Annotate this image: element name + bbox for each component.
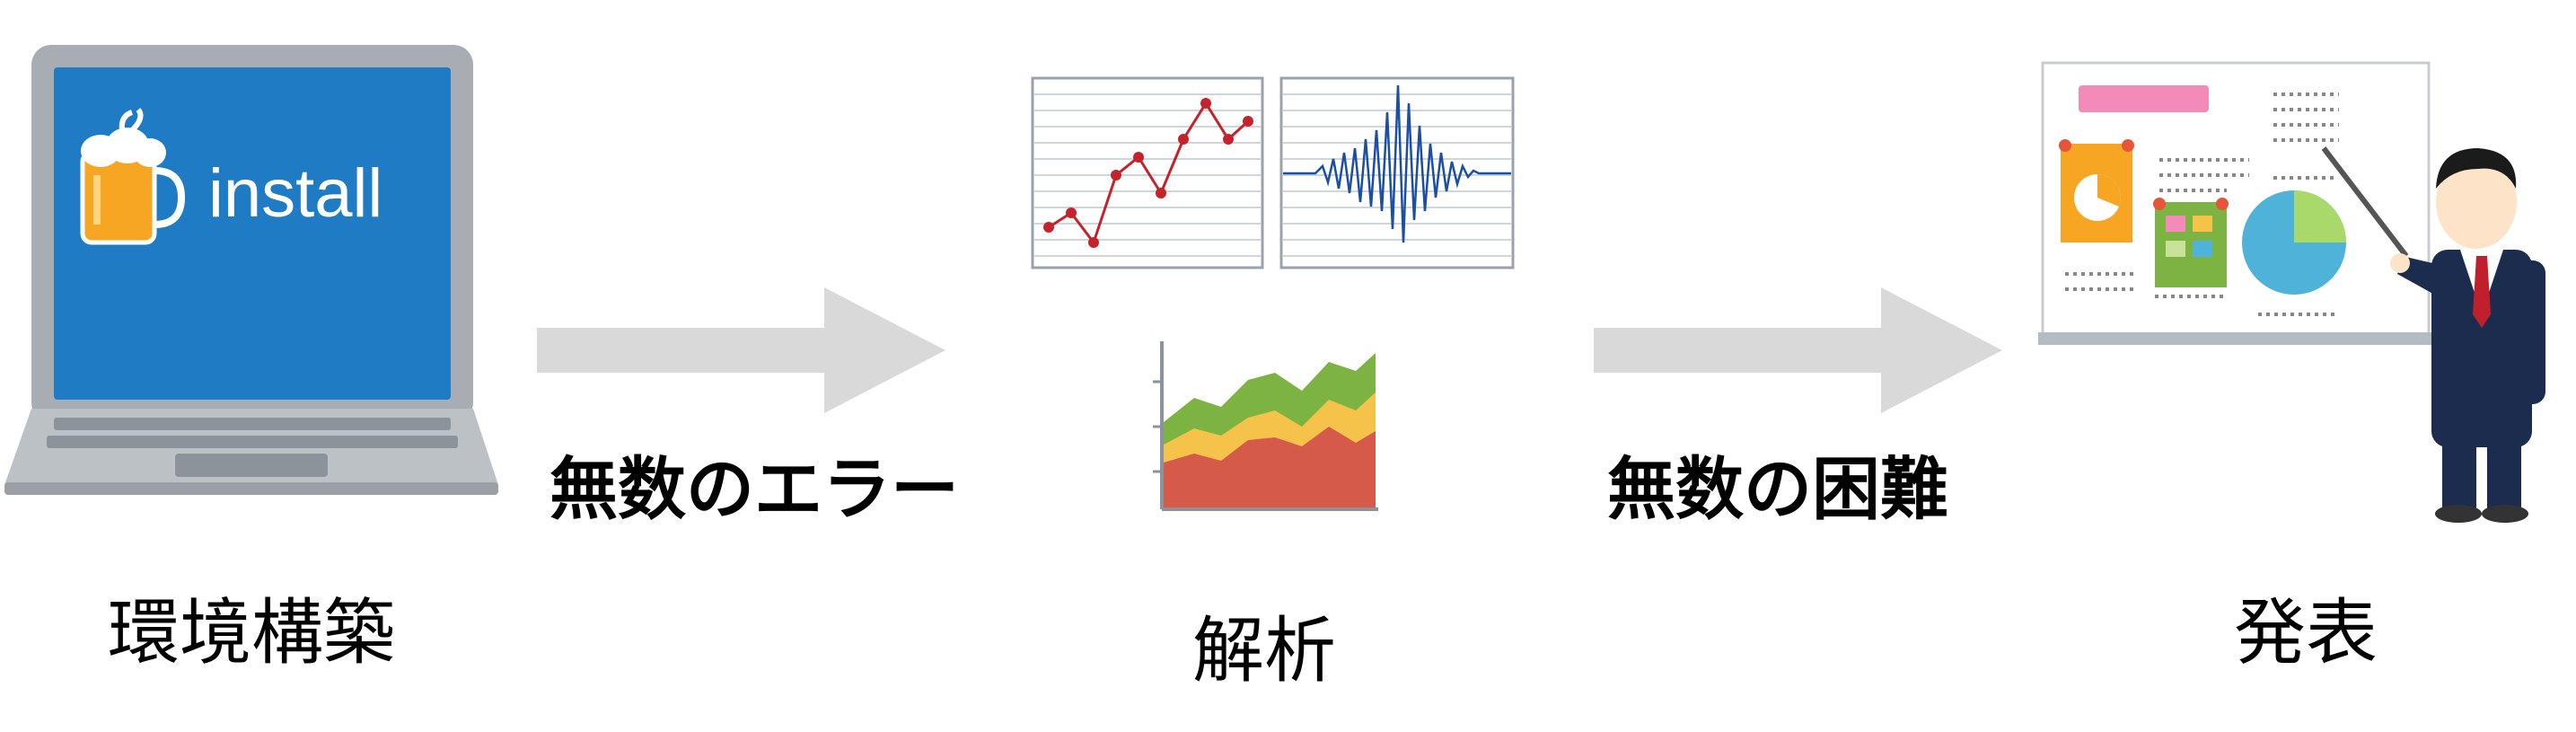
right-arrow-icon — [537, 287, 945, 413]
stage-label-presentation: 発表 — [2234, 591, 2378, 675]
arrow-label-errors: 無数のエラー — [549, 449, 959, 529]
stage-label-setup: 環境構築 — [108, 591, 395, 675]
right-arrow-icon — [1594, 287, 2002, 413]
wave-chart-illustration — [1279, 76, 1515, 269]
presentation-illustration — [2038, 54, 2576, 530]
arrow-2 — [1594, 287, 2007, 413]
install-text: install — [208, 155, 383, 232]
waveform-icon — [1279, 76, 1515, 269]
arrow-label-difficulties: 無数の困難 — [1607, 449, 1948, 529]
laptop-icon — [4, 45, 498, 495]
arrow-1 — [537, 287, 950, 413]
line-chart-icon — [1031, 76, 1264, 269]
area-chart-illustration — [1149, 337, 1383, 516]
presenter-icon — [2038, 61, 2545, 523]
laptop-illustration: install — [0, 36, 503, 503]
stage-label-analysis: 解析 — [1192, 609, 1336, 692]
area-chart-icon — [1153, 341, 1378, 511]
line-chart-illustration — [1031, 76, 1264, 269]
